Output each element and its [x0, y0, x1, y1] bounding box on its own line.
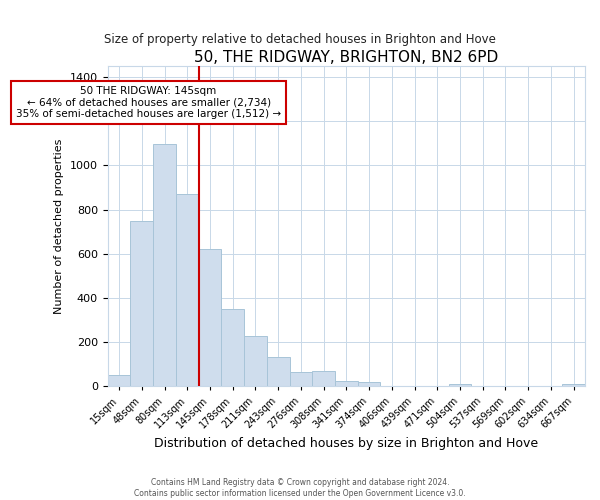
Bar	[267, 357, 290, 386]
Bar	[130, 220, 153, 386]
Bar	[244, 336, 267, 386]
Bar	[176, 194, 199, 386]
Text: Contains HM Land Registry data © Crown copyright and database right 2024.
Contai: Contains HM Land Registry data © Crown c…	[134, 478, 466, 498]
Bar	[562, 384, 585, 386]
Bar	[335, 380, 358, 386]
Bar	[153, 144, 176, 386]
Bar	[199, 249, 221, 386]
Text: Size of property relative to detached houses in Brighton and Hove: Size of property relative to detached ho…	[104, 32, 496, 46]
Text: 50 THE RIDGWAY: 145sqm
← 64% of detached houses are smaller (2,734)
35% of semi-: 50 THE RIDGWAY: 145sqm ← 64% of detached…	[16, 86, 281, 119]
Bar	[290, 372, 312, 386]
Bar	[358, 382, 380, 386]
Y-axis label: Number of detached properties: Number of detached properties	[55, 138, 64, 314]
Bar	[312, 370, 335, 386]
X-axis label: Distribution of detached houses by size in Brighton and Hove: Distribution of detached houses by size …	[154, 437, 538, 450]
Title: 50, THE RIDGWAY, BRIGHTON, BN2 6PD: 50, THE RIDGWAY, BRIGHTON, BN2 6PD	[194, 50, 499, 65]
Bar	[221, 310, 244, 386]
Bar	[108, 374, 130, 386]
Bar	[449, 384, 472, 386]
